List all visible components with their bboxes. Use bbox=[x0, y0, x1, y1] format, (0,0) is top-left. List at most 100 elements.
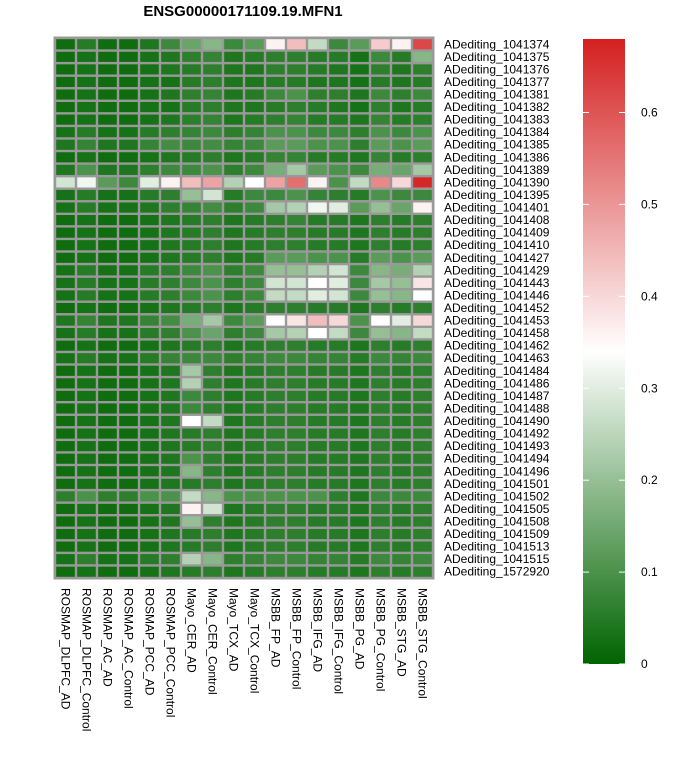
heatmap-cell bbox=[245, 277, 264, 288]
heatmap-cell bbox=[413, 114, 432, 125]
heatmap-cell bbox=[140, 516, 159, 527]
heatmap-cell bbox=[287, 302, 306, 314]
heatmap-cell bbox=[287, 127, 306, 138]
heatmap-cell bbox=[77, 76, 96, 88]
heatmap-cell bbox=[140, 528, 159, 540]
heatmap-cell bbox=[140, 127, 159, 138]
heatmap-cell bbox=[371, 39, 390, 50]
heatmap-cell bbox=[119, 139, 138, 150]
heatmap-cell bbox=[392, 428, 411, 439]
heatmap-cell bbox=[413, 215, 432, 226]
heatmap-cell bbox=[161, 240, 180, 251]
heatmap-cell bbox=[308, 466, 327, 477]
heatmap-cell bbox=[350, 528, 369, 540]
heatmap-cell bbox=[203, 466, 222, 477]
heatmap-cell bbox=[161, 503, 180, 515]
heatmap-cell bbox=[350, 152, 369, 163]
heatmap-cell bbox=[203, 76, 222, 88]
heatmap-cell bbox=[161, 177, 180, 188]
row-label: ADediting_1041395 bbox=[444, 188, 550, 202]
heatmap-cell bbox=[308, 403, 327, 414]
heatmap-cell bbox=[224, 541, 243, 552]
heatmap-cell bbox=[308, 265, 327, 276]
heatmap-cell bbox=[245, 353, 264, 364]
heatmap-cell bbox=[329, 252, 348, 263]
heatmap-cell bbox=[98, 189, 117, 201]
heatmap-cell bbox=[371, 353, 390, 364]
heatmap-cell bbox=[287, 415, 306, 427]
heatmap-cell bbox=[119, 441, 138, 452]
heatmap-cell bbox=[392, 365, 411, 376]
row-label: ADediting_1041494 bbox=[444, 452, 550, 466]
row-label: ADediting_1041505 bbox=[444, 502, 550, 516]
heatmap-cell bbox=[245, 415, 264, 427]
heatmap-cell bbox=[266, 365, 285, 376]
row-label: ADediting_1041488 bbox=[444, 401, 550, 415]
heatmap-cell bbox=[203, 541, 222, 552]
heatmap-cell bbox=[119, 516, 138, 527]
heatmap-cell bbox=[56, 252, 75, 263]
heatmap-cell bbox=[119, 277, 138, 288]
heatmap-cell bbox=[371, 453, 390, 464]
colorbar-ticks: 0 0.1 0.2 0.3 0.4 0.5 0.6 bbox=[583, 106, 658, 671]
heatmap-cell bbox=[161, 415, 180, 427]
heatmap-cell bbox=[98, 541, 117, 552]
heatmap-cell bbox=[77, 478, 96, 489]
heatmap-cell bbox=[245, 64, 264, 75]
heatmap-cell bbox=[161, 315, 180, 326]
heatmap-cell bbox=[287, 290, 306, 301]
heatmap-cell bbox=[308, 503, 327, 515]
heatmap-cell bbox=[413, 152, 432, 163]
heatmap-cell bbox=[140, 215, 159, 226]
heatmap-cell bbox=[371, 528, 390, 540]
heatmap-cell bbox=[161, 252, 180, 263]
heatmap-cell bbox=[287, 177, 306, 188]
heatmap-cell bbox=[392, 39, 411, 50]
heatmap-cell bbox=[350, 478, 369, 489]
heatmap-cell bbox=[203, 566, 222, 577]
heatmap-cell bbox=[413, 227, 432, 238]
heatmap-cell bbox=[350, 139, 369, 150]
heatmap-cell bbox=[161, 76, 180, 88]
row-label: ADediting_1041376 bbox=[444, 62, 550, 76]
heatmap-cell bbox=[245, 528, 264, 540]
row-label: ADediting_1041508 bbox=[444, 514, 550, 528]
heatmap-cell bbox=[392, 114, 411, 125]
heatmap-cell bbox=[329, 466, 348, 477]
heatmap-cell bbox=[245, 177, 264, 188]
heatmap-cell bbox=[119, 189, 138, 201]
heatmap-cell bbox=[119, 51, 138, 62]
heatmap-cell bbox=[329, 554, 348, 565]
heatmap-cell bbox=[245, 89, 264, 100]
heatmap-frame bbox=[53, 36, 435, 580]
heatmap-cell bbox=[119, 453, 138, 464]
heatmap-cell bbox=[203, 315, 222, 326]
heatmap-cell bbox=[266, 127, 285, 138]
heatmap-cell bbox=[182, 428, 201, 439]
heatmap-cell bbox=[245, 114, 264, 125]
heatmap-cell bbox=[203, 252, 222, 263]
heatmap-cell bbox=[245, 39, 264, 50]
heatmap-cell bbox=[119, 315, 138, 326]
heatmap-cell bbox=[203, 554, 222, 565]
heatmap-cell bbox=[77, 353, 96, 364]
heatmap-cell bbox=[182, 89, 201, 100]
column-label: MSBB_IFG_Control bbox=[332, 588, 346, 694]
heatmap-cell bbox=[308, 139, 327, 150]
heatmap-cell bbox=[203, 64, 222, 75]
heatmap-cell bbox=[413, 353, 432, 364]
heatmap-cell bbox=[266, 566, 285, 577]
heatmap-cell bbox=[392, 177, 411, 188]
heatmap-cell bbox=[119, 202, 138, 213]
heatmap-cell bbox=[77, 101, 96, 113]
heatmap-cell bbox=[203, 390, 222, 401]
heatmap-cell bbox=[77, 177, 96, 188]
colorbar-tick-label: 0 bbox=[641, 657, 648, 671]
heatmap-cell bbox=[287, 441, 306, 452]
heatmap-cell bbox=[392, 378, 411, 389]
heatmap-cell bbox=[98, 315, 117, 326]
heatmap-cell bbox=[308, 528, 327, 540]
heatmap-cell bbox=[56, 365, 75, 376]
heatmap-cell bbox=[98, 252, 117, 263]
heatmap-cell bbox=[266, 554, 285, 565]
